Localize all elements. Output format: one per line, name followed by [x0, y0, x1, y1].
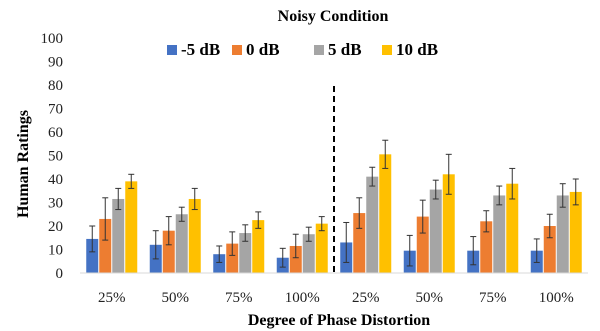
error-bar	[356, 197, 363, 229]
bar	[86, 238, 99, 273]
error-bar	[432, 179, 439, 200]
error-bar	[382, 139, 389, 169]
legend-swatch	[167, 45, 177, 55]
y-axis-ticks: 0 10 20 30 40 50 60 70 80 90 100	[41, 31, 64, 282]
bar	[302, 234, 315, 273]
error-bar	[279, 247, 286, 268]
error-bar	[152, 230, 159, 260]
bar	[416, 216, 429, 273]
y-tick-label: 90	[48, 55, 63, 71]
chart-title: Noisy Condition	[278, 8, 389, 25]
bar	[125, 181, 138, 273]
bar	[289, 245, 302, 273]
error-bar	[419, 199, 426, 234]
y-tick-label: 40	[48, 172, 63, 188]
error-bar	[191, 187, 198, 211]
error-bar	[533, 238, 540, 263]
y-tick-label: 70	[48, 102, 63, 118]
bar	[429, 189, 442, 273]
y-axis-title: Human Ratings	[15, 110, 32, 218]
x-axis-ticks: 25% 50% 75% 100% 25% 50% 75% 100%	[98, 290, 574, 306]
y-tick-label: 20	[48, 219, 63, 235]
bar	[239, 233, 252, 273]
error-bar	[546, 213, 553, 239]
x-tick-label: 50%	[162, 290, 190, 306]
x-tick-label: 100%	[539, 290, 574, 306]
error-bar	[216, 245, 223, 263]
error-bar	[406, 234, 413, 267]
error-bar	[572, 178, 579, 206]
error-bar	[128, 173, 135, 189]
bar	[506, 183, 519, 273]
error-bar	[318, 216, 325, 232]
bar	[226, 243, 239, 273]
bar	[252, 220, 265, 273]
x-tick-label: 25%	[98, 290, 126, 306]
bar	[569, 191, 582, 273]
y-tick-label: 0	[56, 266, 64, 282]
error-bar	[89, 225, 96, 253]
bar	[556, 195, 569, 273]
x-tick-label: 75%	[479, 290, 507, 306]
y-tick-label: 80	[48, 78, 63, 94]
error-bar	[242, 224, 249, 242]
bar	[213, 254, 226, 273]
error-bar	[292, 233, 299, 259]
bars	[86, 154, 582, 273]
x-tick-label: 25%	[352, 290, 380, 306]
error-bars	[89, 139, 579, 268]
error-bar	[102, 197, 109, 241]
y-tick-label: 10	[48, 243, 63, 259]
error-bar	[509, 167, 516, 200]
bar	[442, 174, 455, 273]
x-tick-label: 50%	[416, 290, 444, 306]
y-tick-label: 60	[48, 125, 63, 141]
error-bar	[305, 226, 312, 242]
legend-label: 10 dB	[396, 40, 438, 59]
legend-label: 5 dB	[328, 40, 362, 59]
bar	[175, 214, 188, 273]
error-bar	[559, 183, 566, 208]
error-bar	[470, 236, 477, 266]
error-bar	[165, 216, 172, 246]
bar	[480, 221, 493, 273]
y-tick-label: 50	[48, 149, 63, 165]
x-tick-label: 75%	[225, 290, 253, 306]
bar	[112, 198, 125, 273]
error-bar	[255, 211, 262, 229]
y-tick-label: 100	[41, 31, 64, 47]
error-bar	[229, 231, 236, 256]
error-bar	[496, 185, 503, 206]
bar	[99, 218, 112, 273]
x-axis-title: Degree of Phase Distortion	[248, 312, 430, 329]
bar	[379, 154, 392, 273]
y-tick-label: 30	[48, 196, 63, 212]
legend-item: 5 dB	[314, 40, 362, 59]
error-bar	[343, 221, 350, 263]
legend: -5 dB 0 dB 5 dB 10 dB	[167, 40, 438, 59]
bar	[366, 176, 379, 273]
error-bar	[178, 206, 185, 222]
error-bar	[369, 166, 376, 187]
legend-label: 0 dB	[246, 40, 280, 59]
bar	[493, 195, 506, 273]
error-bar	[483, 210, 490, 233]
error-bar	[445, 153, 452, 195]
legend-item: 10 dB	[382, 40, 438, 59]
legend-swatch	[314, 45, 324, 55]
legend-item: -5 dB	[167, 40, 220, 59]
legend-swatch	[232, 45, 242, 55]
legend-label: -5 dB	[181, 40, 220, 59]
legend-swatch	[382, 45, 392, 55]
error-bar	[115, 187, 122, 211]
legend-item: 0 dB	[232, 40, 280, 59]
x-tick-label: 100%	[285, 290, 320, 306]
bar	[188, 198, 201, 273]
bar	[162, 230, 175, 273]
bar	[315, 223, 328, 273]
